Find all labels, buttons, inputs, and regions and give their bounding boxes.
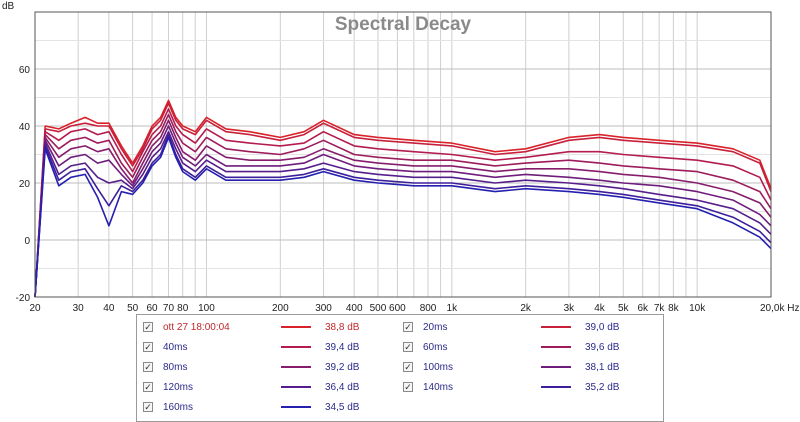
legend-swatch bbox=[541, 326, 571, 328]
legend-value: 38,1 dB bbox=[585, 361, 620, 373]
series-line-3 bbox=[34, 113, 772, 298]
legend-swatch bbox=[281, 406, 311, 408]
legend-swatch bbox=[281, 326, 311, 328]
legend-item[interactable]: ✓ 60ms 39,6 dB bbox=[403, 339, 653, 355]
series-line-2 bbox=[34, 108, 772, 298]
x-tick-label: 40 bbox=[103, 303, 115, 314]
x-tick-label: 300 bbox=[315, 303, 332, 314]
legend-checkbox[interactable]: ✓ bbox=[143, 382, 153, 392]
x-tick-label: 4k bbox=[594, 303, 606, 314]
legend-value: 39,6 dB bbox=[585, 341, 620, 353]
x-tick-label: 6k bbox=[637, 303, 649, 314]
x-tick-label: 500 bbox=[370, 303, 387, 314]
chart-title: Spectral Decay bbox=[335, 14, 472, 35]
legend-checkbox[interactable]: ✓ bbox=[143, 402, 153, 412]
y-tick-label: 0 bbox=[24, 236, 30, 247]
series-line-1 bbox=[34, 102, 772, 298]
legend-swatch bbox=[541, 386, 571, 388]
legend-swatch bbox=[541, 346, 571, 348]
legend-item[interactable]: ✓ 20ms 39,0 dB bbox=[403, 319, 653, 335]
grid bbox=[35, 12, 771, 297]
x-tick-label: 800 bbox=[420, 303, 437, 314]
legend-value: 34,5 dB bbox=[325, 401, 360, 413]
legend-value: 39,0 dB bbox=[585, 321, 620, 333]
legend-item[interactable]: ✓ 120ms 36,4 dB bbox=[143, 379, 393, 395]
legend-label: 60ms bbox=[423, 341, 448, 353]
spectral-decay-chart: Spectral Decay dB -20 0 20 40 60 20 30 40 50 60 7… bbox=[2, 1, 799, 314]
legend-label: 100ms bbox=[423, 361, 454, 373]
plot-frame bbox=[34, 11, 772, 298]
x-tick-label: 50 bbox=[127, 303, 139, 314]
legend-swatch bbox=[281, 386, 311, 388]
x-tick-label: 30 bbox=[73, 303, 85, 314]
series-line-4 bbox=[34, 119, 772, 298]
legend-item[interactable]: ✓ 140ms 35,2 dB bbox=[403, 379, 653, 395]
x-tick-label: 2k bbox=[520, 303, 532, 314]
legend-swatch bbox=[541, 366, 571, 368]
x-tick-label: 100 bbox=[198, 303, 215, 314]
legend-label: 140ms bbox=[423, 381, 454, 393]
legend-label: 40ms bbox=[163, 341, 188, 353]
x-tick-label: 5k bbox=[618, 303, 630, 314]
x-tick-label: 8k bbox=[668, 303, 680, 314]
legend-value: 35,2 dB bbox=[585, 381, 620, 393]
legend-swatch bbox=[281, 346, 311, 348]
y-tick-label: 40 bbox=[19, 122, 31, 133]
y-tick-label: 60 bbox=[19, 65, 31, 76]
legend-value: 39,2 dB bbox=[325, 361, 360, 373]
legend: ✓ ott 27 18:00:04 38,8 dB ✓ 20ms 39,0 dB ✓ 40ms… bbox=[136, 314, 664, 422]
legend-swatch bbox=[281, 366, 311, 368]
x-tick-label: 1k bbox=[447, 303, 459, 314]
legend-item[interactable]: ✓ 160ms 34,5 dB bbox=[143, 399, 393, 415]
legend-checkbox[interactable]: ✓ bbox=[143, 322, 153, 332]
legend-value: 38,8 dB bbox=[325, 321, 360, 333]
y-tick-label: -20 bbox=[16, 293, 31, 304]
legend-checkbox[interactable]: ✓ bbox=[403, 342, 413, 352]
legend-item[interactable]: ✓ 100ms 38,1 dB bbox=[403, 359, 653, 375]
x-tick-label: 20,0k Hz bbox=[760, 303, 799, 314]
x-tick-label: 200 bbox=[272, 303, 289, 314]
legend-label: 160ms bbox=[163, 401, 194, 413]
x-tick-label: 10k bbox=[689, 303, 706, 314]
x-tick-label: 7k bbox=[654, 303, 666, 314]
legend-checkbox[interactable]: ✓ bbox=[143, 342, 153, 352]
legend-checkbox[interactable]: ✓ bbox=[403, 362, 413, 372]
series-lines bbox=[34, 99, 772, 298]
legend-item[interactable]: ✓ 40ms 39,4 dB bbox=[143, 339, 393, 355]
x-tick-label: 20 bbox=[29, 303, 41, 314]
legend-item[interactable]: ✓ ott 27 18:00:04 38,8 dB bbox=[143, 319, 393, 335]
y-tick-labels: -20 0 20 40 60 bbox=[16, 65, 31, 304]
legend-label: 80ms bbox=[163, 361, 188, 373]
legend-label: 20ms bbox=[423, 321, 448, 333]
y-tick-label: 20 bbox=[19, 179, 31, 190]
y-axis-label: dB bbox=[2, 1, 15, 12]
x-tick-labels: 20 30 40 50 60 70 80 100 200 300 400 500 600 800 1k 2k 3… bbox=[29, 303, 799, 314]
series-line-6 bbox=[34, 130, 772, 298]
legend-checkbox[interactable]: ✓ bbox=[403, 322, 413, 332]
legend-label: ott 27 18:00:04 bbox=[163, 321, 230, 333]
series-line-0 bbox=[34, 99, 772, 298]
legend-value: 39,4 dB bbox=[325, 341, 360, 353]
x-tick-label: 80 bbox=[177, 303, 189, 314]
legend-item[interactable]: ✓ 80ms 39,2 dB bbox=[143, 359, 393, 375]
legend-checkbox[interactable]: ✓ bbox=[143, 362, 153, 372]
x-tick-label: 3k bbox=[564, 303, 576, 314]
series-line-5 bbox=[34, 125, 772, 298]
x-tick-label: 400 bbox=[346, 303, 363, 314]
legend-label: 120ms bbox=[163, 381, 194, 393]
series-line-8 bbox=[34, 136, 772, 298]
legend-checkbox[interactable]: ✓ bbox=[403, 382, 413, 392]
legend-value: 36,4 dB bbox=[325, 381, 360, 393]
x-tick-label: 60 bbox=[146, 303, 158, 314]
x-tick-label: 600 bbox=[389, 303, 406, 314]
series-line-7 bbox=[34, 133, 772, 298]
x-tick-label: 70 bbox=[163, 303, 175, 314]
